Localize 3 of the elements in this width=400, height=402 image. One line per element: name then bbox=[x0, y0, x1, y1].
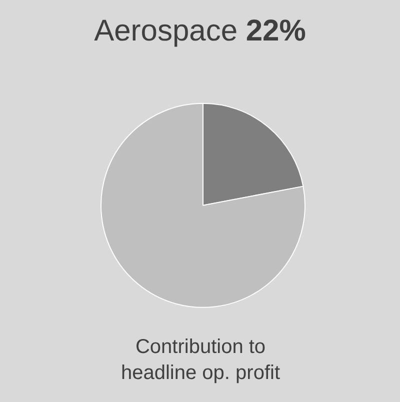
chart-title: Aerospace 22% bbox=[94, 14, 306, 48]
pie-slice bbox=[100, 102, 306, 308]
text: Contribution to headline op. profit bbox=[121, 336, 280, 384]
